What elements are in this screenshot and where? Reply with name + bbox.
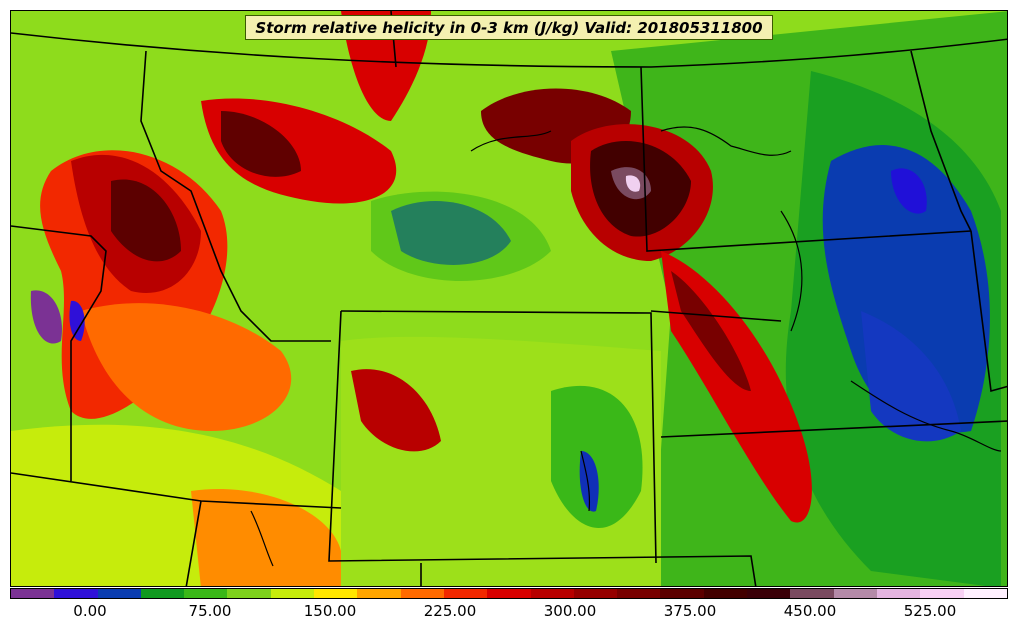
colorbar-swatch [140,589,185,598]
colorbar-swatch [97,589,141,598]
colorbar-tick-label: 450.00 [783,602,837,620]
colorbar-swatch [703,589,748,598]
colorbar-tick-label: 300.00 [543,602,597,620]
colorbar-swatch [54,589,98,598]
colorbar [10,588,1008,599]
colorbar-swatch [790,589,834,598]
colorbar-swatch [573,589,618,598]
colorbar-swatch [400,589,444,598]
colorbar-swatch [660,589,704,598]
colorbar-swatch [833,589,877,598]
colorbar-swatch [617,589,661,598]
colorbar-swatch [184,589,228,598]
map-title: Storm relative helicity in 0-3 km (J/kg)… [245,15,773,40]
colorbar-tick-label: 150.00 [303,602,357,620]
colorbar-tick-label: 225.00 [423,602,477,620]
colorbar-tick-label: 525.00 [903,602,957,620]
colorbar-swatch [963,589,1007,598]
colorbar-tick-label: 375.00 [663,602,717,620]
colorbar-swatch [227,589,271,598]
colorbar-swatch [920,589,964,598]
colorbar-tick-labels: 0.00 75.00 150.00 225.00 300.00 375.00 450.00 5… [10,602,1008,624]
colorbar-swatch [747,589,791,598]
colorbar-tick-label: 0.00 [73,602,107,620]
map-panel [10,10,1008,587]
colorbar-swatch [443,589,488,598]
colorbar-swatch [270,589,315,598]
colorbar-swatch [11,589,55,598]
helicity-field-map [11,11,1007,586]
colorbar-swatch [357,589,401,598]
colorbar-swatch [530,589,574,598]
colorbar-swatch [876,589,921,598]
colorbar-swatch [314,589,358,598]
colorbar-swatch [487,589,531,598]
colorbar-tick-label: 75.00 [188,602,232,620]
